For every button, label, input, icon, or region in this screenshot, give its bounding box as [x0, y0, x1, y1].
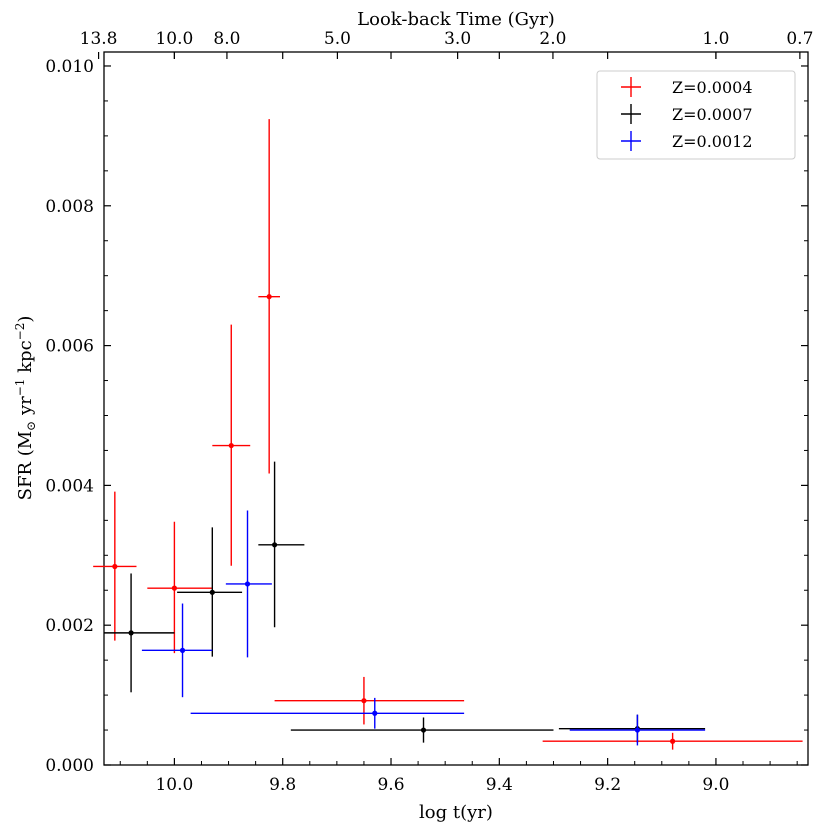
plot-frame [103, 51, 809, 766]
x-tick-label: 9.8 [269, 775, 296, 795]
legend-label: Z=0.0007 [672, 105, 753, 124]
y-tick-label: 0.006 [45, 337, 94, 357]
data-point [670, 738, 676, 744]
y-tick-label: 0.010 [45, 57, 94, 77]
x-tick-label: 9.4 [486, 775, 513, 795]
top-tick-label: 0.7 [786, 29, 813, 49]
top-tick-label: 1.0 [702, 29, 729, 49]
y-axis-title-main: SFR (M [15, 431, 36, 501]
top-tick-label: 8.0 [213, 29, 240, 49]
data-point [179, 647, 186, 653]
y-axis-title-sun: ⊙ [24, 421, 38, 431]
legend-box [596, 70, 796, 160]
y-axis-title-exp2: −2 [13, 323, 27, 341]
legend-label: Z=0.0004 [672, 78, 753, 97]
top-tick-label: 5.0 [324, 29, 351, 49]
tick-group: 10.0 9.8 9.6 9.4 9.2 9.0 0.000 0.002 0.004 0.006 0… [45, 29, 813, 795]
top-tick-label: 13.8 [80, 29, 118, 49]
top-axis-title: Look-back Time (Gyr) [357, 9, 555, 30]
x-tick-label: 10.0 [155, 775, 193, 795]
series-Z=0.0012 [141, 510, 706, 746]
legend: Z=0.0004 Z=0.0007 Z=0.0012 [596, 70, 796, 160]
series-group [93, 119, 803, 750]
data-point [361, 698, 367, 704]
x-tick-label: 9.6 [377, 775, 404, 795]
y-tick-label: 0.008 [45, 197, 94, 217]
top-tick-label: 2.0 [539, 29, 566, 49]
data-point [128, 630, 134, 636]
data-point [112, 563, 118, 570]
x-tick-label: 9.0 [702, 775, 729, 795]
data-point [171, 585, 177, 591]
y-tick-label: 0.000 [45, 756, 94, 776]
data-point [420, 727, 427, 733]
series-Z=0.0007 [104, 461, 706, 743]
data-point [228, 442, 234, 449]
y-tick-label: 0.002 [45, 616, 94, 636]
y-axis-title-exp1: −1 [13, 379, 27, 397]
data-point [634, 727, 641, 733]
top-tick-label: 10.0 [155, 29, 193, 49]
series-Z=0.0004 [93, 119, 803, 750]
y-axis-title: SFR (M⊙ yr−1 kpc−2) [13, 316, 38, 501]
y-axis-title-yr: yr [15, 396, 36, 421]
x-axis-title: log t(yr) [419, 802, 493, 823]
y-axis-title-close: ) [15, 316, 36, 323]
top-tick-label: 3.0 [444, 29, 471, 49]
data-point [372, 710, 378, 716]
y-tick-label: 0.004 [45, 476, 94, 496]
data-point [271, 542, 278, 548]
x-tick-label: 9.2 [594, 775, 621, 795]
legend-label: Z=0.0012 [672, 132, 753, 151]
data-point [244, 581, 251, 587]
data-point [209, 589, 215, 595]
data-point [266, 294, 272, 300]
y-axis-title-kpc: kpc [15, 340, 36, 378]
